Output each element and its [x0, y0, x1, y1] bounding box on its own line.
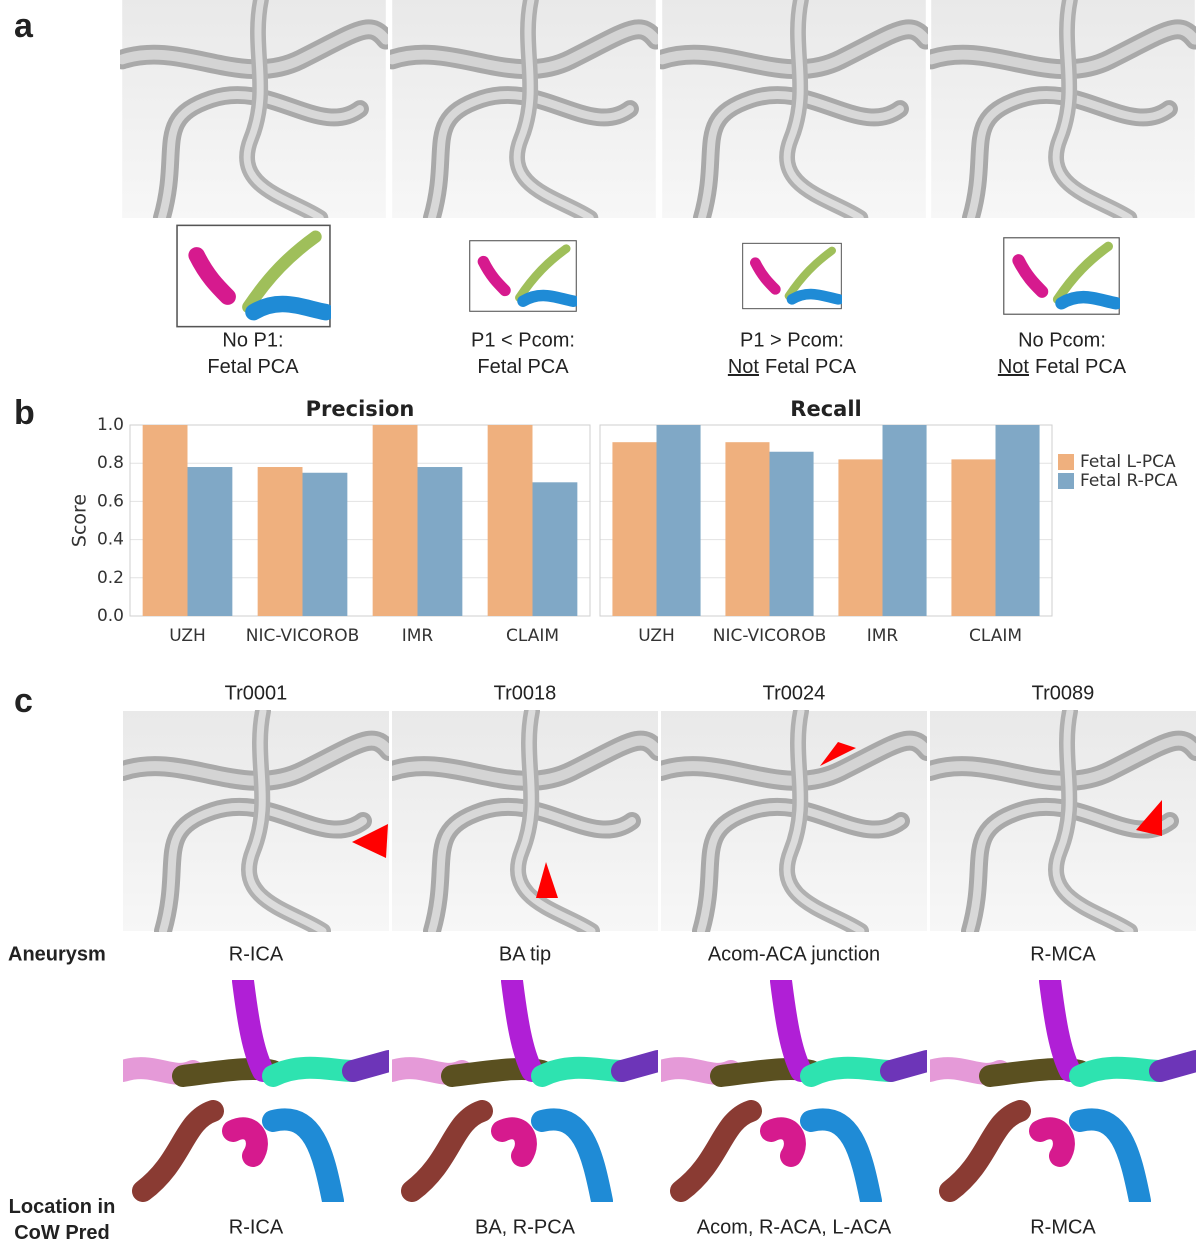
render-image [662, 0, 926, 218]
caption: Fetal PCA [477, 356, 569, 378]
case-id: Tr0024 [763, 682, 826, 704]
bar [612, 442, 657, 616]
arrow [536, 862, 558, 898]
render-image [661, 711, 927, 931]
segmentation-image [661, 981, 927, 1201]
bar [532, 482, 578, 616]
bar [838, 459, 883, 616]
bar [725, 442, 770, 616]
case-id: Tr0001 [225, 682, 288, 704]
legend-label: Fetal L-PCA [1080, 452, 1176, 472]
caption: No Pcom: [1018, 329, 1106, 351]
caption: Not Fetal PCA [728, 356, 857, 378]
x-tick-label: IMR [402, 626, 434, 646]
predicted-location: Acom, R-ACA, L-ACA [697, 1216, 892, 1238]
y-tick-label: 0.2 [97, 568, 124, 588]
x-tick-label: NIC-VICOROB [246, 626, 360, 646]
aneurysm-location: R-MCA [1030, 943, 1096, 965]
bar [302, 472, 348, 616]
panel-label: a [14, 7, 34, 45]
row-label: Aneurysm [8, 943, 106, 965]
inset-image [743, 243, 842, 308]
x-tick-label: CLAIM [506, 626, 559, 646]
segmentation-image [123, 981, 389, 1201]
bar [882, 425, 927, 616]
caption-emphasis: Not [728, 356, 760, 378]
chart-title: Recall [790, 397, 861, 421]
bar [951, 459, 996, 616]
x-tick-label: UZH [638, 626, 675, 646]
bar [187, 467, 233, 616]
caption: Fetal PCA [765, 356, 857, 378]
caption: Not Fetal PCA [998, 356, 1127, 378]
inset-image [470, 241, 577, 312]
legend-label: Fetal R-PCA [1080, 471, 1178, 491]
case-id: Tr0018 [494, 682, 557, 704]
caption: Fetal PCA [207, 356, 299, 378]
y-tick-label: 0.0 [97, 606, 124, 626]
row-label: Location in CoW Pred [8, 1196, 116, 1244]
predicted-location: BA, R-PCA [475, 1216, 576, 1238]
inset-image [177, 225, 330, 326]
render-image [123, 711, 389, 931]
y-axis-label: Score [69, 494, 91, 547]
x-tick-label: NIC-VICOROB [713, 626, 827, 646]
x-tick-label: IMR [867, 626, 899, 646]
arrow [820, 742, 856, 766]
render-image [122, 0, 386, 218]
aneurysm-location: Acom-ACA junction [708, 943, 880, 965]
bar [995, 425, 1040, 616]
plot-frame [599, 424, 1053, 617]
legend-swatch [1058, 454, 1074, 470]
predicted-location: R-ICA [229, 1216, 284, 1238]
caption: Fetal PCA [1035, 356, 1127, 378]
y-tick-label: 1.0 [97, 415, 124, 435]
bar [142, 425, 188, 616]
plot-frame [129, 424, 591, 617]
aneurysm-location: BA tip [499, 943, 551, 965]
bar [372, 425, 418, 616]
render-image [392, 711, 658, 931]
render-image [931, 0, 1195, 218]
x-tick-label: CLAIM [969, 626, 1022, 646]
bar [769, 451, 814, 616]
bar [417, 467, 463, 616]
caption-emphasis: Not [998, 356, 1030, 378]
caption: Fetal PCA [477, 356, 569, 378]
render-image [392, 0, 656, 218]
caption: No P1: [222, 329, 283, 351]
segmentation-image [392, 981, 658, 1201]
x-tick-label: UZH [169, 626, 206, 646]
chart-title: Precision [306, 397, 415, 421]
caption: P1 > Pcom: [740, 329, 844, 351]
aneurysm-location: R-ICA [229, 943, 284, 965]
bar [656, 425, 701, 616]
arrow [352, 824, 388, 858]
caption: P1 < Pcom: [471, 329, 575, 351]
case-id: Tr0089 [1032, 682, 1095, 704]
panel-label: b [14, 394, 35, 432]
arrow [1136, 800, 1162, 836]
y-tick-label: 0.8 [97, 453, 124, 473]
predicted-location: R-MCA [1030, 1216, 1096, 1238]
caption: Fetal PCA [207, 356, 299, 378]
inset-image [1004, 238, 1119, 314]
panel-label: c [14, 682, 33, 720]
row-label-box: Location in CoW Pred [8, 1196, 116, 1244]
legend-swatch [1058, 473, 1074, 489]
bar [487, 425, 533, 616]
segmentation-image [930, 981, 1196, 1201]
bar [257, 467, 303, 616]
y-tick-label: 0.6 [97, 491, 124, 511]
y-tick-label: 0.4 [97, 530, 124, 550]
